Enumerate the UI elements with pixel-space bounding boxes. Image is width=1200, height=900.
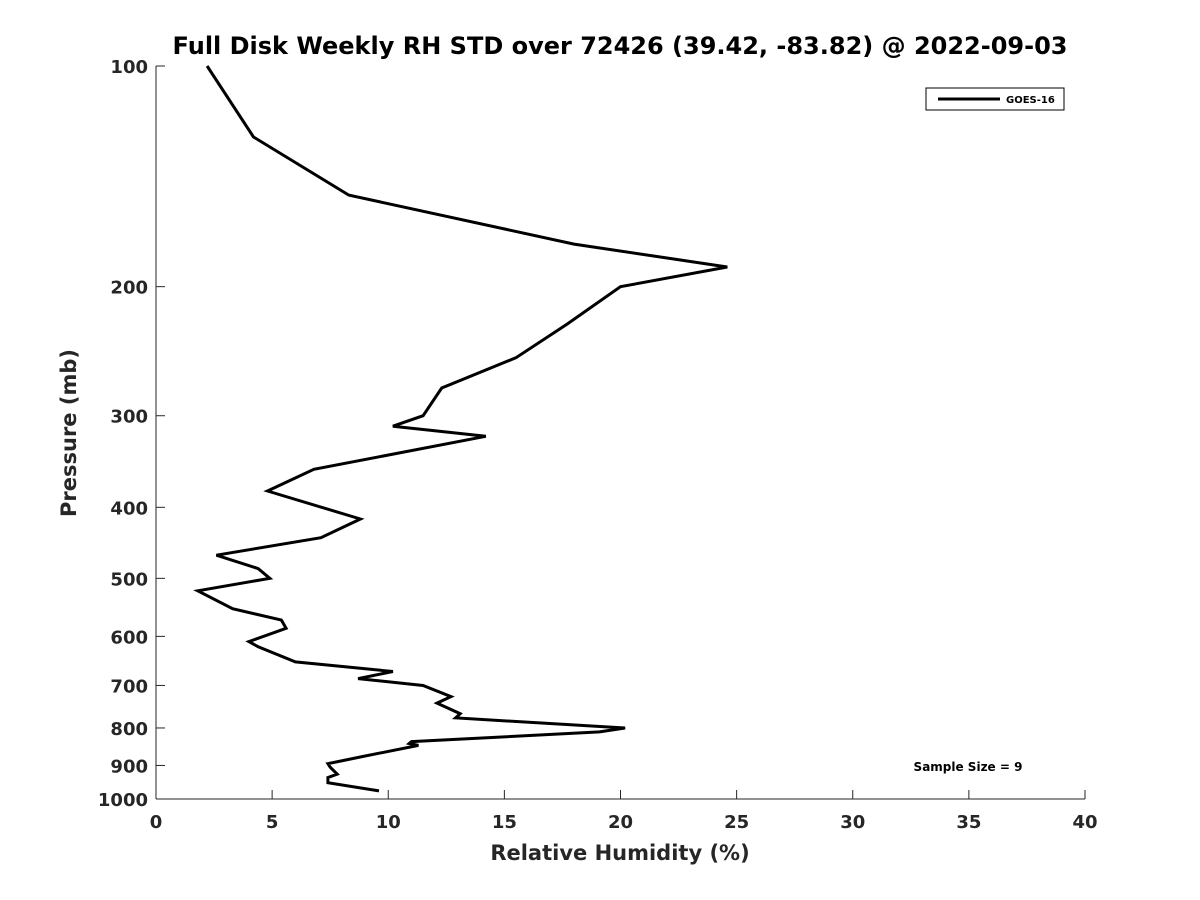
y-tick-label: 1000 xyxy=(98,790,148,811)
x-tick-label: 40 xyxy=(1072,812,1097,833)
y-axis-label: Pressure (mb) xyxy=(57,349,81,517)
x-tick-label: 0 xyxy=(150,812,163,833)
series-layer xyxy=(193,65,728,793)
axis-ticks: 0 5 10 15 20 25 30 35 40 100 200 300 400 500 600 700 800… xyxy=(98,57,1098,833)
y-tick-label: 400 xyxy=(110,498,148,519)
x-tick-label: 15 xyxy=(492,812,517,833)
y-tick-label: 700 xyxy=(110,676,148,697)
chart-title: Full Disk Weekly RH STD over 72426 (39.4… xyxy=(173,32,1068,60)
x-tick-label: 10 xyxy=(376,812,401,833)
legend: GOES-16 xyxy=(925,87,1065,111)
x-tick-label: 30 xyxy=(840,812,865,833)
x-tick-label: 20 xyxy=(608,812,633,833)
x-tick-label: 25 xyxy=(724,812,749,833)
y-tick-label: 100 xyxy=(110,57,148,78)
y-tick-label: 200 xyxy=(110,278,148,299)
x-tick-label: 5 xyxy=(266,812,279,833)
x-axis-label: Relative Humidity (%) xyxy=(490,841,749,865)
sample-size-annotation: Sample Size = 9 xyxy=(914,760,1023,774)
y-tick-label: 800 xyxy=(110,719,148,740)
plot-area xyxy=(155,66,1085,800)
legend-entry-goes-16: GOES-16 xyxy=(1006,95,1055,106)
y-tick-label: 500 xyxy=(110,569,148,590)
y-tick-label: 600 xyxy=(110,627,148,648)
series-line-goes-16 xyxy=(193,65,728,793)
x-tick-label: 35 xyxy=(956,812,981,833)
y-tick-label: 300 xyxy=(110,407,148,428)
y-tick-label: 900 xyxy=(110,756,148,777)
